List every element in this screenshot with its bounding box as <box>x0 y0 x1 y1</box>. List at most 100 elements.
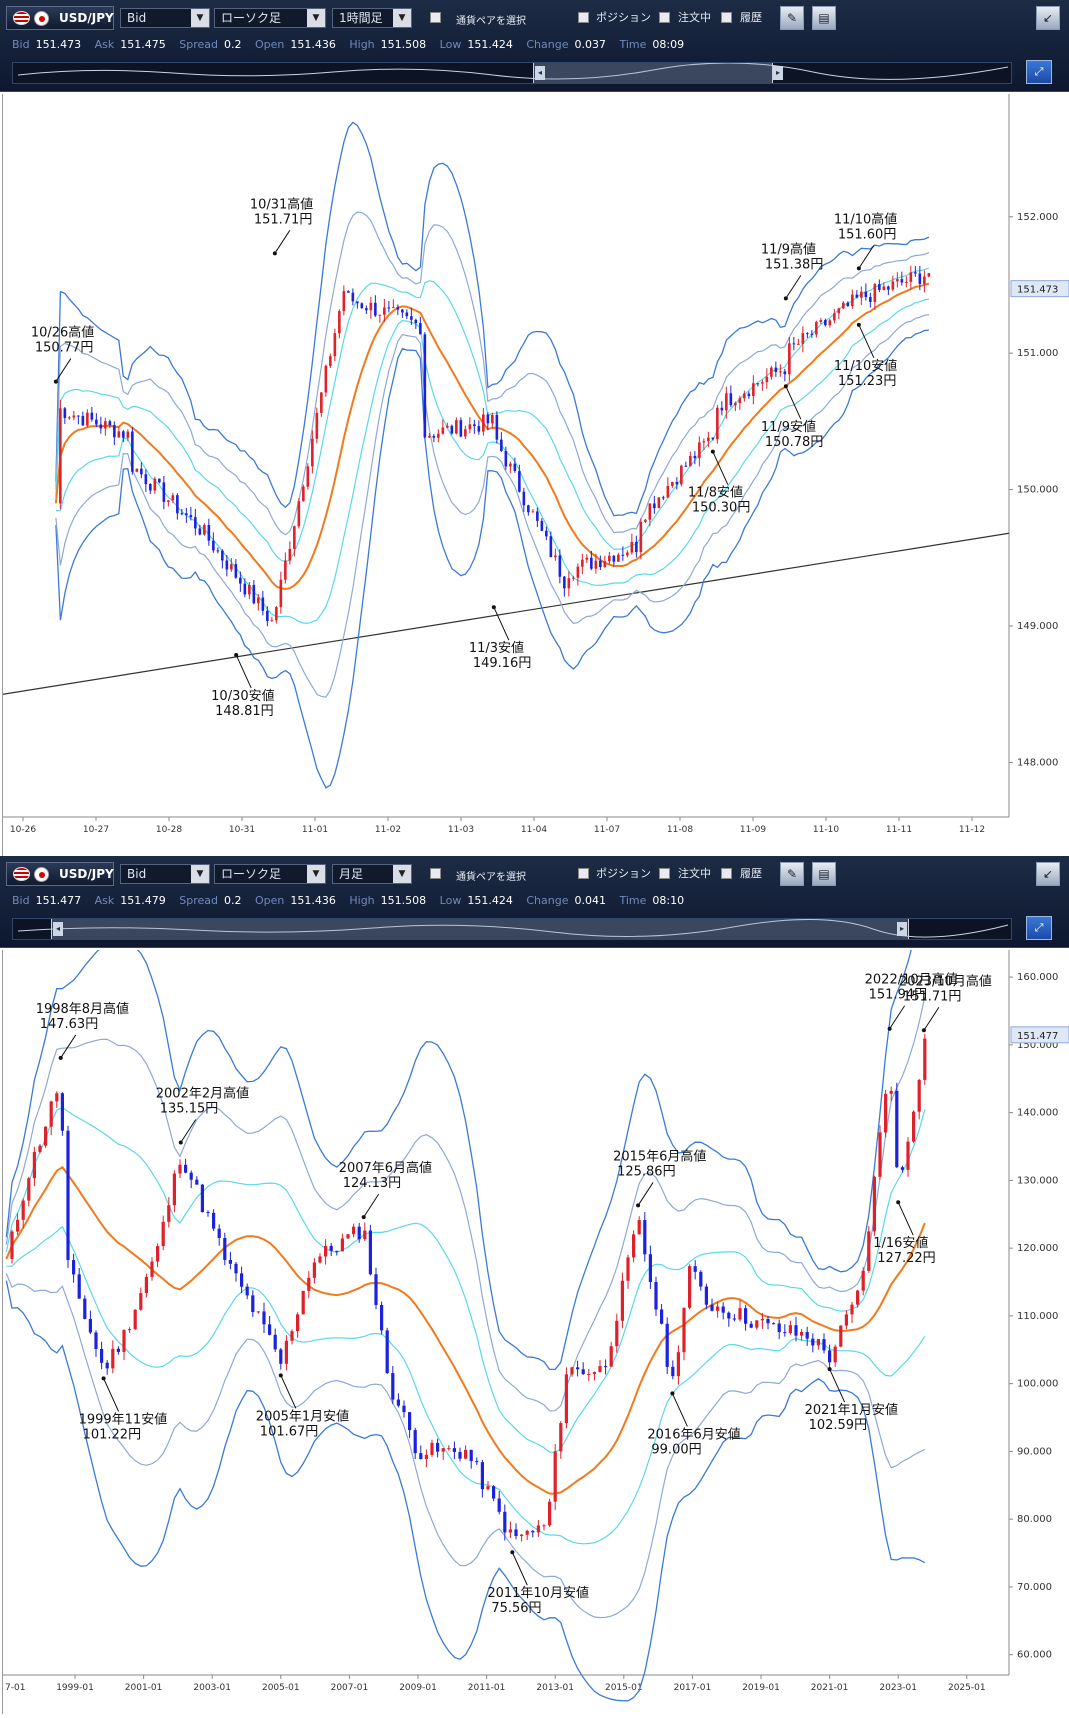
y-tick-label: 100.000 <box>1017 1379 1058 1390</box>
candle-body <box>559 1423 563 1452</box>
candle-body <box>279 579 283 608</box>
draw-tool-icon[interactable]: ✎ <box>780 862 804 886</box>
navigator-preview <box>17 63 1009 80</box>
x-tick-label: 10-31 <box>229 825 255 835</box>
candle-body <box>385 1330 389 1374</box>
annotation-arrow <box>180 1119 197 1143</box>
annotation-arrow <box>60 1034 77 1059</box>
high-value: 151.508 <box>380 38 427 51</box>
candle-body <box>150 1261 154 1277</box>
spread-label: Spread <box>179 894 218 907</box>
x-tick-label: 11-01 <box>302 825 328 835</box>
navigator-right-handle[interactable]: ▸ <box>897 922 907 936</box>
current-price-badge <box>1010 280 1069 298</box>
select-pair-checkbox[interactable] <box>430 868 441 879</box>
candle-body <box>266 610 269 621</box>
candle-body <box>55 1093 59 1102</box>
select-pair-checkbox[interactable] <box>430 12 441 23</box>
annotation-label: 1/16安値 <box>873 1235 928 1251</box>
quote-bar: Bid 151.477 Ask 151.479 Spread 0.2 Open 151.… <box>12 894 694 910</box>
candle-body <box>587 1373 591 1375</box>
interval-select[interactable]: 1時間足 ▼ <box>332 8 412 28</box>
navigator-left-handle[interactable]: ◂ <box>535 66 545 80</box>
annotation-arrow <box>858 245 875 269</box>
candle-body <box>492 1486 496 1499</box>
currency-pair-button[interactable]: USD/JPY <box>6 862 114 886</box>
annotation-arrow-head <box>510 1550 515 1555</box>
navigator-selection[interactable] <box>51 919 909 939</box>
candle-body <box>545 530 548 537</box>
candle-body <box>131 431 134 472</box>
range-navigator[interactable]: ◂ ▸ <box>12 918 1012 940</box>
collapse-arrow-icon[interactable]: ↙ <box>1036 6 1060 30</box>
candle-body <box>111 1348 115 1369</box>
change-label: Change <box>526 38 569 51</box>
candle-body <box>570 1367 574 1375</box>
history-checkbox[interactable] <box>721 12 732 23</box>
candle-body <box>620 1280 624 1321</box>
candle-body <box>225 560 229 570</box>
annotation-arrow-head <box>234 652 239 657</box>
candle-body <box>599 560 602 568</box>
price-type-select[interactable]: Bid ▼ <box>120 864 210 884</box>
candle-body <box>632 1234 636 1258</box>
candle-body <box>749 1323 753 1328</box>
candle-body <box>783 1332 787 1334</box>
zoom-button[interactable]: ⤢ <box>1026 60 1052 84</box>
settings-panel-icon[interactable]: ▤ <box>812 862 836 886</box>
order-checkbox[interactable] <box>659 868 670 879</box>
x-tick-label: 10-28 <box>156 825 182 835</box>
candle-body <box>604 1366 608 1368</box>
x-tick-label: 7-01 <box>5 1683 25 1693</box>
annotation-price: 151.38円 <box>765 257 824 272</box>
draw-tool-icon[interactable]: ✎ <box>780 6 804 30</box>
candle-body <box>486 1486 490 1490</box>
candle-body <box>861 1270 865 1291</box>
price-type-select[interactable]: Bid ▼ <box>120 8 210 28</box>
candle-body <box>503 1511 507 1533</box>
range-navigator[interactable]: ◂ ▸ <box>12 62 1012 84</box>
y-tick-label: 120.000 <box>1017 1243 1058 1254</box>
candle-body <box>347 291 350 293</box>
candle-body <box>195 1179 199 1185</box>
low-value: 151.424 <box>467 38 513 51</box>
candle-body <box>828 320 832 326</box>
order-checkbox[interactable] <box>659 12 670 23</box>
candle-body <box>693 455 697 459</box>
zoom-button[interactable]: ⤢ <box>1026 916 1052 940</box>
price-chart-area[interactable]: 152.000 151.000 150.000 149.000 148.000 10-26… <box>2 94 1069 856</box>
candle-body <box>710 1304 714 1311</box>
chart-type-select[interactable]: ローソク足 ▼ <box>214 8 326 28</box>
candle-body <box>590 557 593 569</box>
ask-value: 151.475 <box>120 38 166 51</box>
candle-body <box>743 393 746 399</box>
candle-body <box>307 1277 311 1291</box>
annotation-arrow <box>493 606 510 641</box>
candle-body <box>522 491 526 506</box>
x-tick-label: 2021-01 <box>811 1683 849 1693</box>
position-checkbox[interactable] <box>578 868 589 879</box>
collapse-arrow-icon[interactable]: ↙ <box>1036 862 1060 886</box>
candle-body <box>436 1442 440 1452</box>
candle-body <box>212 1212 216 1229</box>
currency-pair-button[interactable]: USD/JPY <box>6 6 114 30</box>
candle-body <box>301 1290 305 1315</box>
candle-body <box>392 307 395 309</box>
candle-body <box>473 424 476 427</box>
annotation-arrow <box>785 385 802 420</box>
interval-select[interactable]: 月足 ▼ <box>332 864 412 884</box>
navigator-right-handle[interactable]: ▸ <box>773 66 783 80</box>
annotation-price: 135.15円 <box>160 1101 219 1116</box>
chevron-down-icon: ▼ <box>191 865 209 883</box>
navigator-selection[interactable] <box>533 63 773 83</box>
settings-panel-icon[interactable]: ▤ <box>812 6 836 30</box>
candle-body <box>158 478 161 483</box>
annotation-arrow-head <box>921 1028 926 1033</box>
price-chart-area[interactable]: 160.000 150.000 140.000 130.000 120.000 110.0… <box>2 883 1069 1714</box>
position-checkbox[interactable] <box>578 12 589 23</box>
history-checkbox[interactable] <box>721 868 732 879</box>
chart-type-select[interactable]: ローソク足 ▼ <box>214 864 326 884</box>
navigator-left-handle[interactable]: ◂ <box>53 922 63 936</box>
candle-body <box>77 1274 81 1299</box>
candle-body <box>270 620 274 622</box>
